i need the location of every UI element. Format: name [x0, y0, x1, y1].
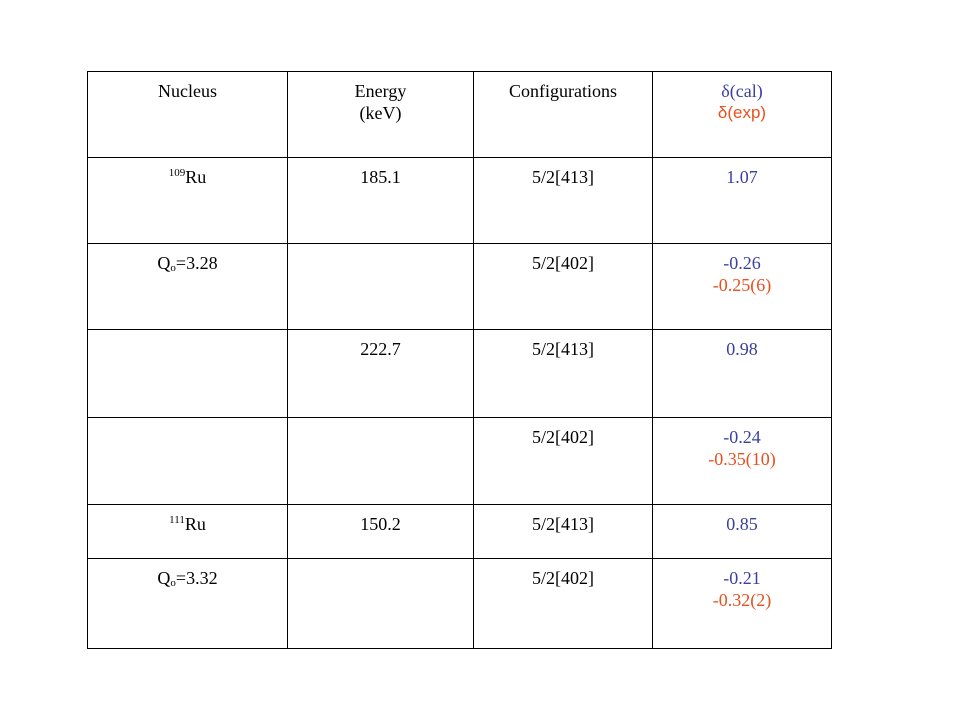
table-row: 5/2[402] -0.24 -0.35(10)	[87, 417, 832, 505]
mass-number: 109	[168, 167, 186, 179]
energy-value: 150.2	[360, 514, 401, 534]
delta-exp-value: -0.35(10)	[708, 449, 776, 469]
delta-cal-value: 1.07	[726, 167, 758, 187]
header-configurations-label: Configurations	[509, 81, 617, 101]
header-row: Nucleus Energy (keV) Configurations δ(ca…	[87, 71, 832, 158]
configuration-cell: 5/2[413]	[473, 329, 653, 418]
configuration-cell: 5/2[413]	[473, 504, 653, 559]
delta-cal-value: 0.98	[726, 339, 758, 359]
nucleus-cell: 109Ru	[87, 157, 288, 244]
header-energy-unit: (keV)	[359, 103, 402, 123]
header-energy-label: Energy	[354, 81, 407, 101]
header-delta-exp: δ(exp)	[717, 103, 767, 122]
table-row: 222.7 5/2[413] 0.98	[87, 329, 832, 418]
configuration-cell: 5/2[402]	[473, 243, 653, 330]
header-energy: Energy (keV)	[287, 71, 474, 158]
header-nucleus-label: Nucleus	[158, 81, 217, 101]
delta-cell: 0.98	[652, 329, 832, 418]
configuration-value: 5/2[413]	[532, 167, 594, 187]
delta-exp-value: -0.25(6)	[712, 275, 772, 295]
header-delta-cal: δ(cal)	[721, 81, 763, 101]
energy-cell: 185.1	[287, 157, 474, 244]
configuration-value: 5/2[402]	[532, 568, 594, 588]
mass-number: 111	[169, 514, 185, 526]
delta-exp-value: -0.32(2)	[712, 590, 772, 610]
delta-cell: 1.07	[652, 157, 832, 244]
energy-cell	[287, 558, 474, 649]
energy-value: 185.1	[360, 167, 401, 187]
configuration-value: 5/2[402]	[532, 253, 594, 273]
quadrupole-label: Q	[157, 568, 171, 588]
nucleus-cell: 111Ru	[87, 504, 288, 559]
energy-cell: 222.7	[287, 329, 474, 418]
configuration-value: 5/2[402]	[532, 427, 594, 447]
header-nucleus: Nucleus	[87, 71, 288, 158]
configuration-cell: 5/2[413]	[473, 157, 653, 244]
header-delta: δ(cal) δ(exp)	[652, 71, 832, 158]
energy-cell: 150.2	[287, 504, 474, 559]
energy-value: 222.7	[360, 339, 401, 359]
nucleus-cell	[87, 417, 288, 505]
table-row: Qo=3.32 5/2[402] -0.21 -0.32(2)	[87, 558, 832, 649]
quadrupole-subscript: o	[170, 577, 176, 589]
delta-cal-value: 0.85	[726, 514, 758, 534]
element-symbol: Ru	[184, 514, 206, 534]
nucleus-cell	[87, 329, 288, 418]
element-symbol: Ru	[185, 167, 207, 187]
quadrupole-value: =3.28	[175, 253, 218, 273]
configuration-cell: 5/2[402]	[473, 558, 653, 649]
delta-cell: -0.26 -0.25(6)	[652, 243, 832, 330]
energy-cell	[287, 417, 474, 505]
delta-cal-value: -0.24	[723, 427, 761, 447]
configuration-value: 5/2[413]	[532, 339, 594, 359]
delta-cal-value: -0.26	[723, 253, 761, 273]
data-table: Nucleus Energy (keV) Configurations δ(ca…	[87, 71, 832, 649]
delta-cell: -0.21 -0.32(2)	[652, 558, 832, 649]
table-row: Qo=3.28 5/2[402] -0.26 -0.25(6)	[87, 243, 832, 330]
configuration-value: 5/2[413]	[532, 514, 594, 534]
quadrupole-subscript: o	[170, 262, 176, 274]
energy-cell	[287, 243, 474, 330]
quadrupole-label: Q	[157, 253, 171, 273]
delta-cal-value: -0.21	[723, 568, 761, 588]
table-row: 109Ru 185.1 5/2[413] 1.07	[87, 157, 832, 244]
nucleus-cell: Qo=3.28	[87, 243, 288, 330]
delta-cell: 0.85	[652, 504, 832, 559]
nucleus-cell: Qo=3.32	[87, 558, 288, 649]
quadrupole-value: =3.32	[175, 568, 218, 588]
delta-cell: -0.24 -0.35(10)	[652, 417, 832, 505]
configuration-cell: 5/2[402]	[473, 417, 653, 505]
header-configurations: Configurations	[473, 71, 653, 158]
table-row: 111Ru 150.2 5/2[413] 0.85	[87, 504, 832, 559]
